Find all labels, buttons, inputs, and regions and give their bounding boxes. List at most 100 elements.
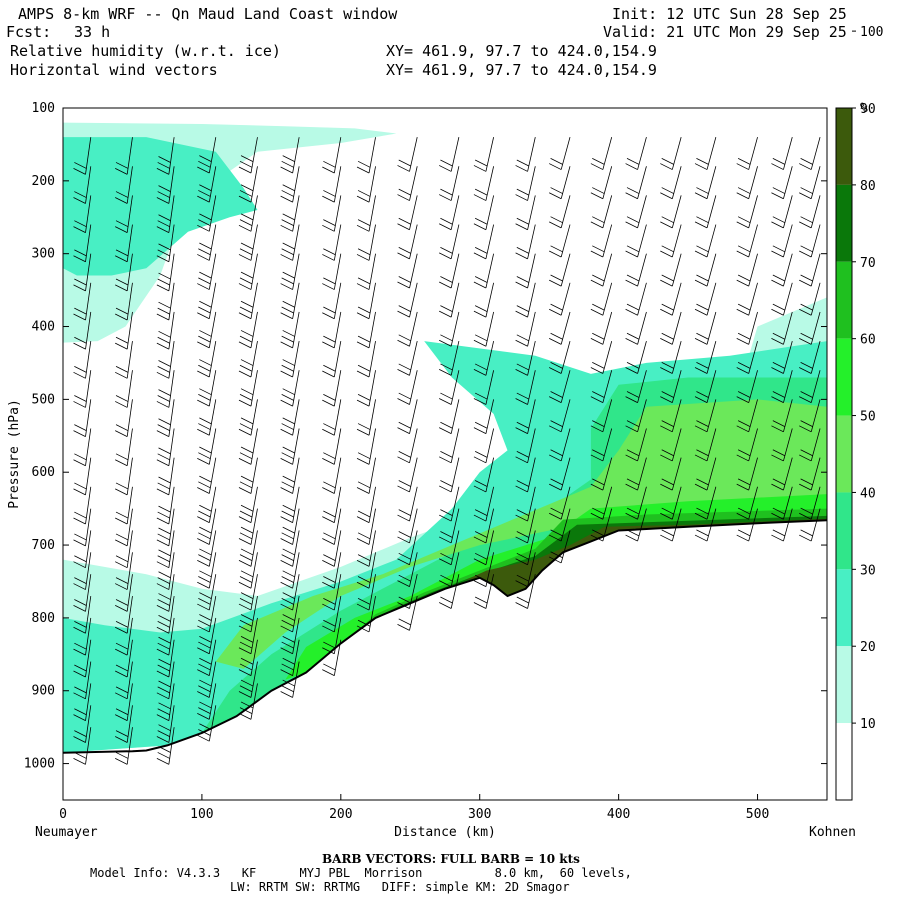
wind-barb bbox=[280, 253, 300, 290]
field1-xy: XY= 461.9, 97.7 to 424.0,154.9 bbox=[386, 42, 657, 60]
wind-barb bbox=[322, 428, 342, 465]
wind-barb bbox=[590, 137, 613, 170]
wind-barb bbox=[625, 224, 647, 258]
wind-barb bbox=[397, 428, 418, 464]
axes: 100 200 300 400 500 600 700 800 900 1000 0 100 200 30… bbox=[7, 101, 856, 840]
chart-title: AMPS 8-km WRF -- Qn Maud Land Coast wind… bbox=[18, 5, 398, 23]
wind-barb bbox=[515, 341, 536, 376]
wind-barb bbox=[73, 282, 92, 321]
wind-barb bbox=[356, 486, 376, 524]
colorbar-tick-label: 100 bbox=[860, 25, 883, 40]
x-tick-label: 0 bbox=[59, 807, 67, 822]
wind-barb bbox=[115, 595, 133, 634]
wind-barb bbox=[473, 137, 495, 172]
wind-barb bbox=[625, 311, 647, 345]
wind-barb bbox=[73, 617, 92, 656]
wind-barb bbox=[439, 399, 460, 435]
below-ground-mask bbox=[63, 520, 827, 800]
wind-barb bbox=[322, 457, 342, 494]
wind-barb bbox=[771, 457, 793, 491]
wind-barb bbox=[197, 166, 217, 203]
wind-barb bbox=[660, 340, 682, 374]
wind-barb bbox=[439, 370, 460, 405]
wind-barb bbox=[515, 224, 536, 260]
wind-barb bbox=[73, 224, 92, 263]
field1-name: Relative humidity (w.r.t. ice) bbox=[10, 42, 281, 60]
wind-barb bbox=[322, 399, 342, 436]
wind-barb bbox=[197, 370, 217, 407]
wind-barb bbox=[473, 508, 495, 544]
wind-barb bbox=[515, 508, 536, 544]
wind-barb bbox=[115, 457, 133, 496]
wind-barb bbox=[439, 508, 460, 544]
wind-barb bbox=[694, 311, 717, 345]
wind-barb bbox=[515, 311, 536, 347]
wind-barb bbox=[473, 574, 495, 609]
wind-barb bbox=[197, 137, 217, 174]
wind-barb bbox=[280, 457, 300, 494]
wind-barb bbox=[397, 530, 418, 566]
wind-barb bbox=[156, 683, 175, 722]
wind-barb bbox=[799, 457, 821, 491]
wind-barb bbox=[660, 370, 682, 404]
wind-barb bbox=[156, 661, 175, 700]
y-tick-label: 500 bbox=[32, 392, 55, 407]
wind-barb bbox=[590, 428, 613, 462]
wind-barb bbox=[73, 595, 92, 634]
y-tick-label: 700 bbox=[32, 538, 55, 553]
wind-barb bbox=[197, 457, 217, 494]
wind-barb bbox=[397, 457, 418, 493]
wind-barb bbox=[322, 486, 342, 524]
wind-barb bbox=[356, 530, 376, 567]
wind-barb bbox=[156, 552, 175, 590]
wind-barb bbox=[625, 166, 647, 200]
wind-barb bbox=[590, 224, 613, 258]
valid-time: Valid: 21 UTC Mon 29 Sep 25 bbox=[603, 23, 847, 41]
wind-barb bbox=[197, 341, 217, 378]
wind-barb bbox=[515, 137, 536, 172]
colorbar-bin bbox=[836, 261, 852, 339]
colorbar-tick-label: 70 bbox=[860, 256, 876, 271]
field2-xy: XY= 461.9, 97.7 to 424.0,154.9 bbox=[386, 61, 657, 79]
wind-barb bbox=[197, 530, 217, 567]
wind-barb bbox=[694, 195, 717, 229]
wind-barb bbox=[238, 661, 258, 698]
wind-barb bbox=[280, 224, 300, 261]
wind-barb bbox=[115, 727, 133, 765]
wind-barb bbox=[197, 253, 217, 290]
wind-barb bbox=[799, 166, 821, 200]
wind-barb bbox=[549, 399, 571, 433]
wind-barb bbox=[799, 508, 821, 542]
wind-barb bbox=[280, 399, 300, 436]
wind-barb bbox=[799, 311, 821, 345]
wind-barb bbox=[238, 530, 258, 567]
wind-barb bbox=[771, 311, 793, 345]
wind-barb bbox=[439, 428, 460, 464]
wind-barb bbox=[115, 683, 133, 722]
wind-barb bbox=[473, 428, 495, 464]
wind-barb bbox=[322, 224, 342, 261]
wind-barb bbox=[156, 224, 175, 263]
wind-barb bbox=[356, 137, 376, 174]
wind-barb bbox=[156, 399, 175, 437]
wind-barb bbox=[771, 137, 793, 170]
wind-barb bbox=[736, 282, 758, 316]
wind-barb bbox=[660, 282, 682, 316]
wind-barb bbox=[115, 486, 133, 525]
wind-barb bbox=[322, 166, 342, 203]
wind-barb bbox=[356, 224, 376, 261]
wind-barb bbox=[73, 530, 92, 569]
wind-barb bbox=[115, 530, 133, 569]
wind-barb bbox=[473, 457, 495, 493]
x-tick-label: 500 bbox=[746, 807, 769, 822]
wind-barb bbox=[197, 486, 217, 524]
wind-barb bbox=[549, 428, 571, 462]
wind-barb bbox=[238, 341, 258, 378]
wind-barb bbox=[439, 253, 460, 289]
wind-barb bbox=[322, 253, 342, 290]
wind-barb bbox=[473, 224, 495, 260]
wind-barb bbox=[771, 399, 793, 433]
wind-barb bbox=[156, 311, 175, 350]
colorbar-bin bbox=[836, 646, 852, 724]
